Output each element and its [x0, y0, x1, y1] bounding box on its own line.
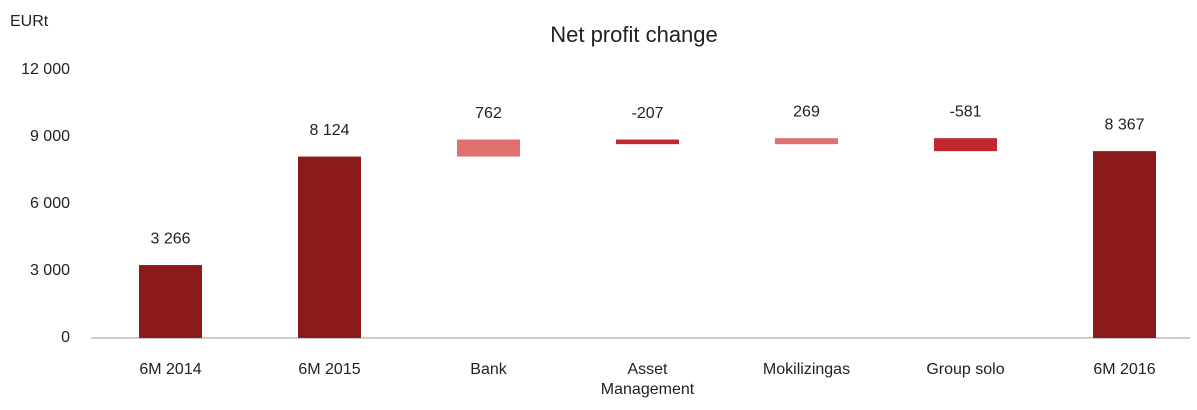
- x-tick-label: Asset Management: [600, 361, 695, 398]
- value-label: -581: [949, 103, 981, 120]
- value-label: 3 266: [150, 230, 190, 247]
- x-tick-label: 6M 2015: [298, 361, 361, 378]
- x-tick-label: Bank: [470, 361, 507, 378]
- value-label: 8 124: [309, 122, 349, 139]
- y-tick-label: 3 000: [30, 262, 70, 279]
- value-label: 762: [475, 105, 502, 122]
- x-tick-label: Mokilizingas: [762, 361, 851, 378]
- bar: [1093, 151, 1156, 338]
- bar: [457, 139, 520, 157]
- y-axis-label: EURt: [10, 13, 49, 30]
- y-tick-label: 0: [61, 329, 70, 346]
- y-tick-label: 9 000: [30, 128, 70, 145]
- y-tick-label: 6 000: [30, 195, 70, 212]
- bar: [934, 138, 997, 152]
- value-label: 8 367: [1104, 116, 1144, 133]
- bar: [298, 156, 361, 338]
- x-tick-label: 6M 2016: [1093, 361, 1156, 378]
- bar: [775, 138, 838, 145]
- bar: [139, 265, 202, 338]
- value-label: 269: [793, 103, 820, 120]
- value-label: -207: [631, 105, 663, 122]
- x-tick-label: 6M 2014: [139, 361, 202, 378]
- x-tick-label: Group solo: [926, 361, 1005, 378]
- y-tick-label: 12 000: [21, 61, 70, 78]
- bar: [616, 139, 679, 145]
- chart-title: Net profit change: [550, 22, 718, 47]
